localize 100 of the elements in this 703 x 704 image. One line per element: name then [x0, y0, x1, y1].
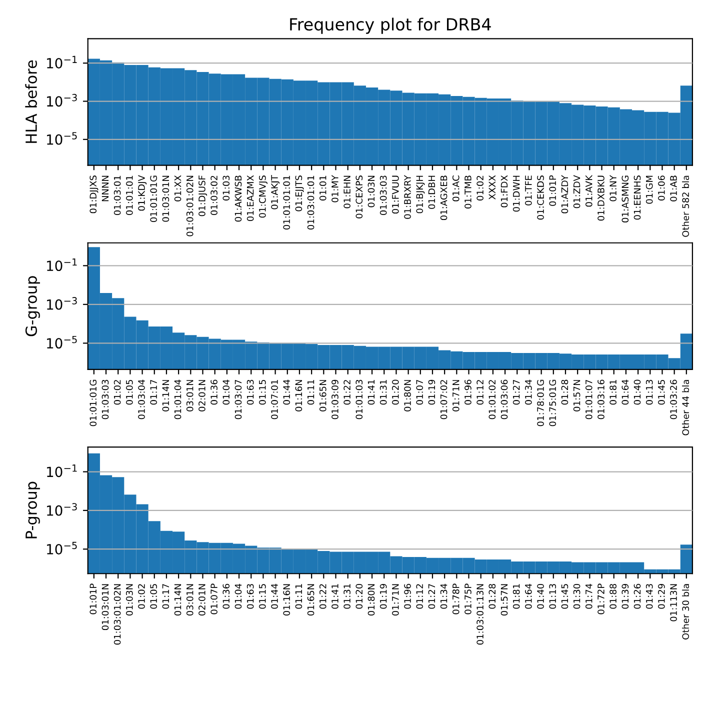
x-tick-label: 01:19 — [428, 380, 436, 405]
x-tick-label: 01:65N — [319, 380, 326, 412]
x-tick-label: 01:40 — [537, 584, 544, 609]
x-tick-label: 01:07P — [210, 584, 218, 614]
x-tick-label: 01:16N — [295, 380, 302, 412]
y-tick-label: 10$^{−1}$ — [47, 464, 77, 478]
x-tick-label: 01:03:01N — [162, 176, 170, 222]
x-tick-label: 01:03:06 — [500, 380, 508, 420]
x-tick-label: 01:KDJV — [138, 175, 147, 211]
x-tick-label: 01:03:03 — [380, 176, 387, 215]
x-tick-label: 01:TMB — [464, 176, 472, 208]
x-tick-label: 01:02 — [138, 584, 145, 609]
x-tick-label: 01:01:01G — [150, 176, 157, 222]
x-tick-label: 01:01:02 — [488, 380, 496, 420]
x-tick-label: 01:113N — [670, 584, 677, 622]
x-tick-label: 01:40 — [634, 380, 641, 405]
x-tick-label: 01:03:01:13N — [476, 584, 484, 645]
x-tick-label: 01:16N — [283, 584, 290, 616]
x-tick-label: 01:19 — [380, 584, 387, 609]
x-tick-label: 01:15 — [258, 584, 266, 609]
y-tick-label: 10$^{−3}$ — [47, 503, 77, 516]
x-tick-label: 01:41 — [368, 380, 375, 405]
x-tick-label: 01:13 — [549, 584, 556, 609]
y-tick-label: 10$^{−5}$ — [47, 336, 77, 349]
x-tick-label: 01:81 — [512, 584, 520, 609]
x-tick-label: NNNN — [102, 176, 109, 202]
x-tick-label: 01:31 — [380, 380, 387, 405]
x-tick-label: 01:01:07 — [585, 380, 592, 420]
x-tick-label: 01:80N — [368, 584, 375, 616]
x-tick-label: 01:02 — [476, 176, 484, 200]
x-tick-label: 01:12 — [416, 584, 424, 609]
x-tick-label: 03:01N — [186, 584, 194, 616]
x-tick-label: 01:01:03 — [356, 380, 363, 420]
y-tick-label: 10$^{−3}$ — [47, 297, 77, 310]
x-tick-label: 01:EJJTS — [295, 176, 304, 212]
x-tick-label: 02:01N — [198, 584, 206, 616]
x-tick-label: 01:DBH — [428, 176, 436, 209]
x-tick-label: 01:15 — [258, 380, 266, 405]
x-tick-label: 01:65N — [307, 584, 314, 616]
x-tick-label: 01:34 — [440, 584, 448, 609]
x-tick-label: 01:EENHS — [634, 176, 641, 220]
x-tick-label: 01:03:01 — [114, 176, 121, 215]
x-tick-label: 01:AC — [452, 176, 460, 202]
x-tick-label: 01:01:01G — [90, 380, 97, 426]
x-tick-label: 01:74 — [585, 584, 592, 609]
y-tick-label: 10$^{−1}$ — [47, 56, 77, 68]
x-tick-label: Other 30 bla — [682, 584, 690, 640]
x-tick-label: 01:45 — [561, 584, 568, 609]
x-tick-label: Other 582 bla — [682, 176, 690, 237]
x-tick-label: 01:AKWSB — [234, 176, 242, 222]
x-tick-label: 01:AGXEB — [440, 176, 448, 220]
x-tick-label: 01:DJUSF — [198, 176, 208, 216]
x-tick-label: 01:BJKJH — [416, 176, 425, 214]
x-tick-label: 01:20 — [392, 380, 399, 405]
x-tick-label: 01:34 — [525, 380, 532, 405]
x-tick-label: 01:36 — [210, 380, 218, 405]
x-tick-label: 01:03N — [368, 176, 375, 208]
x-tick-label: 01:01:01:01 — [283, 176, 290, 230]
y-tick-label: 10$^{−3}$ — [47, 94, 77, 107]
x-tick-label: 01:BRXRY — [404, 175, 411, 219]
x-tick-label: 01:AB — [670, 176, 677, 202]
x-tick-label: 01:75P — [464, 584, 472, 614]
x-tick-label: XXXX — [488, 175, 496, 200]
x-tick-label: 01:03:16 — [598, 380, 604, 420]
x-tick-label: 03:01N — [186, 380, 194, 412]
x-tick-label: 01:39 — [622, 584, 629, 609]
x-tick-label: 01:27 — [428, 584, 436, 609]
x-tick-label: 01:03:02 — [210, 176, 218, 215]
x-tick-label: 01:ZDV — [573, 175, 580, 208]
x-tick-label: 01:96 — [464, 380, 472, 405]
x-tick-label: 01:57N — [573, 380, 580, 412]
x-tick-label: 01:03:09 — [332, 380, 338, 420]
x-tick-label: 01:03:04 — [138, 380, 145, 420]
x-tick-label: 01:AKJT — [271, 174, 280, 210]
x-tick-label: 01:71N — [392, 584, 399, 616]
x-tick-label: 01:12 — [476, 380, 484, 405]
x-tick-label: 01:03:26 — [670, 380, 677, 420]
x-tick-label: 01:AZDY — [561, 175, 568, 214]
x-tick-label: 01:DJJXS — [90, 176, 98, 214]
x-tick-label: 01:22 — [319, 584, 326, 609]
x-tick-label: 01:78:01G — [537, 380, 544, 426]
y-tick-label: 10$^{−5}$ — [47, 542, 77, 554]
x-tick-label: 01:03:01:02N — [114, 584, 121, 645]
x-tick-label: 01:GM — [646, 176, 653, 204]
x-tick-label: 01:17 — [162, 584, 170, 609]
x-tick-label: 01:01:04 — [174, 380, 182, 420]
x-tick-label: 01:05 — [150, 584, 157, 609]
x-tick-label: 01:14N — [174, 584, 182, 616]
x-tick-label: 02:01N — [198, 380, 206, 412]
x-tick-label: 01:03:01:01 — [307, 176, 314, 230]
x-tick-label: 01:04 — [222, 380, 230, 405]
x-tick-label: 01:TFE — [525, 176, 532, 206]
x-tick-label: 01:CEKDS — [537, 176, 544, 220]
x-tick-label: 01:26 — [634, 584, 641, 609]
x-tick-label: 01:80N — [404, 380, 411, 412]
x-tick-label: 01:05 — [126, 380, 133, 405]
x-tick-label: 01:CEXPS — [356, 176, 363, 218]
x-tick-label: 01:03N — [126, 584, 133, 616]
x-tick-label: 01:17 — [150, 380, 157, 405]
x-tick-label: 01:04 — [234, 584, 242, 609]
